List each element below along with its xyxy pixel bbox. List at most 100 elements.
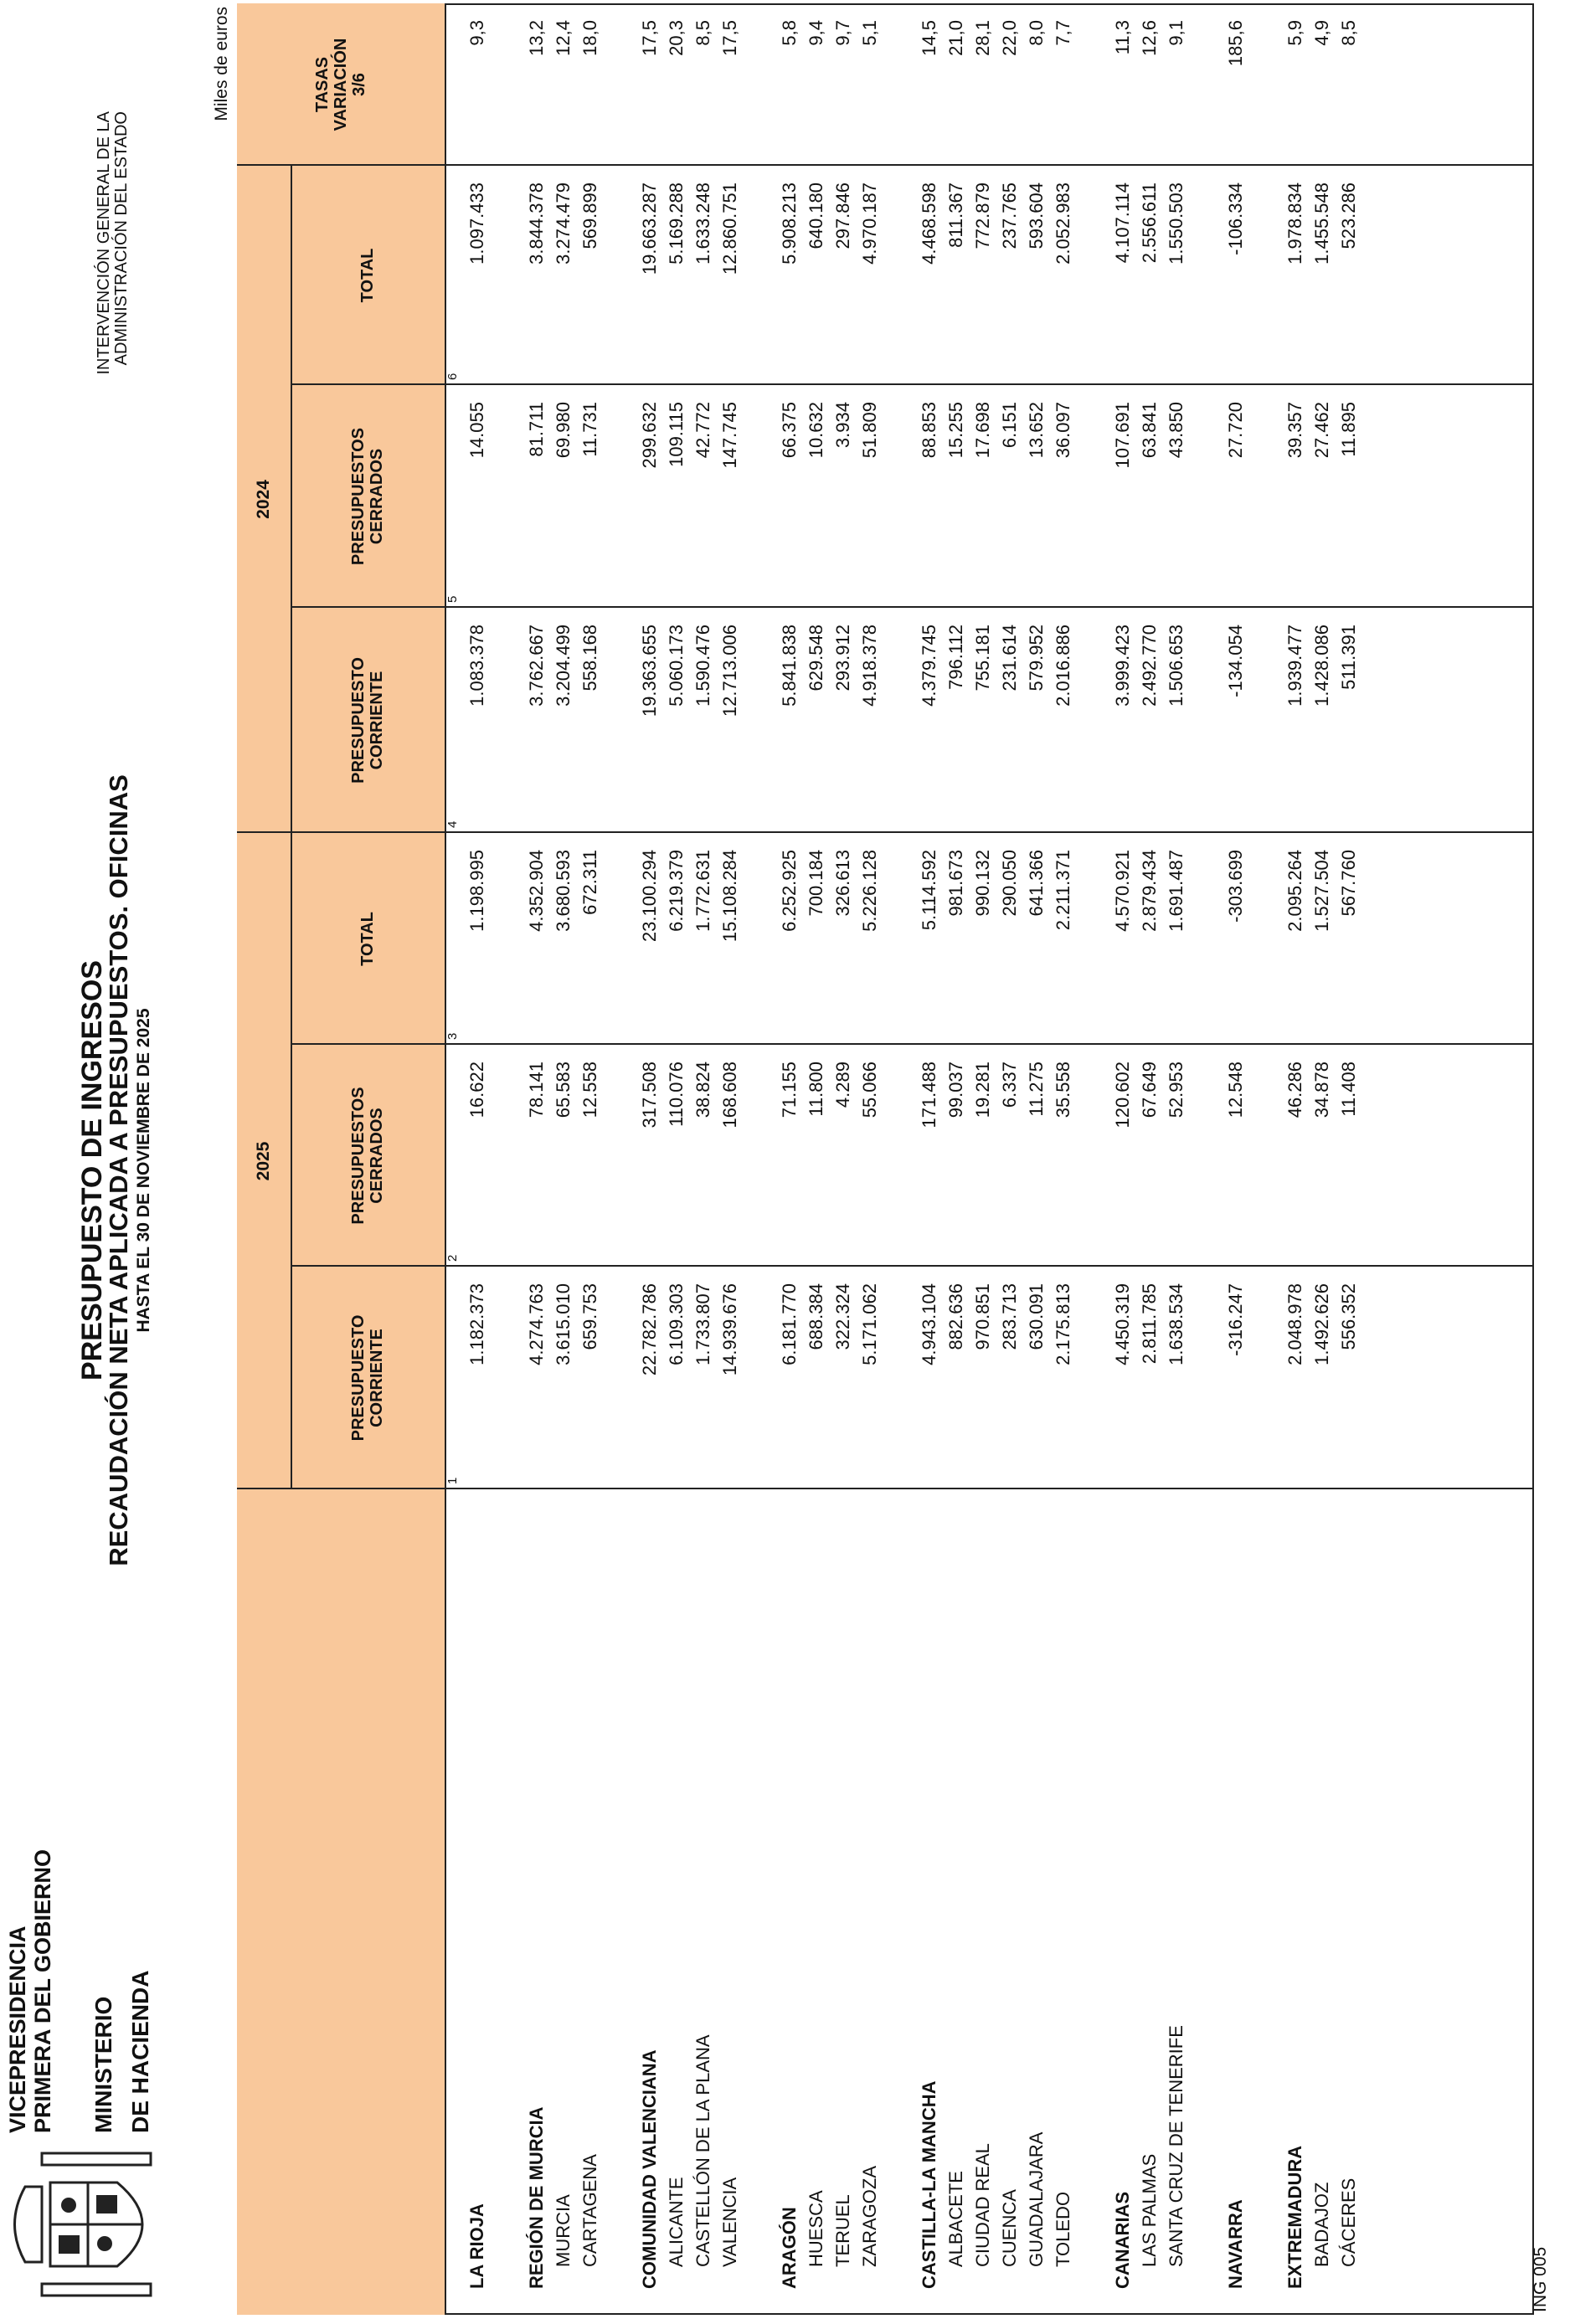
value-cell: 6.109.303	[666, 1283, 687, 1365]
rule	[237, 831, 1534, 833]
value-cell: 2.211.371	[1053, 850, 1073, 931]
value-cell: 71.155	[779, 1062, 800, 1118]
value-cell: 17,5	[639, 20, 660, 56]
value-cell: 19.363.655	[639, 625, 660, 717]
rule	[291, 1265, 1534, 1267]
ministry-line: MINISTERIO	[90, 1996, 116, 2133]
value-cell: 1.939.477	[1284, 625, 1305, 707]
value-cell: 51.809	[859, 402, 880, 459]
rule	[291, 606, 1534, 608]
value-cell: 65.583	[553, 1062, 574, 1118]
value-cell: 5,9	[1284, 20, 1305, 46]
value-cell: 2.879.434	[1139, 850, 1160, 932]
value-cell: 12,6	[1139, 20, 1160, 56]
value-cell: 579.952	[1026, 625, 1047, 692]
value-cell: 882.636	[945, 1283, 966, 1350]
value-cell: 55.066	[859, 1062, 880, 1118]
value-cell: 4.274.763	[526, 1283, 547, 1365]
value-cell: 5.171.062	[859, 1283, 880, 1365]
value-cell: 17.698	[972, 402, 993, 459]
value-cell: 1.638.534	[1166, 1283, 1187, 1365]
group-label: CASTILLA-LA MANCHA	[919, 2080, 939, 2289]
value-cell: 34.878	[1311, 1062, 1332, 1118]
item-label: CIUDAD REAL	[972, 2143, 993, 2267]
item-label: GUADALAJARA	[1026, 2131, 1047, 2267]
value-cell: 99.037	[945, 1062, 966, 1118]
value-cell: 3.762.667	[526, 625, 547, 707]
agency-line: ADMINISTRACIÓN DEL ESTADO	[112, 111, 131, 366]
column-header: TOTAL	[358, 248, 377, 303]
value-cell: 11.800	[806, 1062, 826, 1117]
value-cell: 4.352.904	[526, 850, 547, 932]
value-cell: 558.168	[579, 625, 600, 692]
value-cell: 629.548	[806, 625, 826, 692]
value-cell: 12,4	[553, 20, 574, 56]
value-cell: 2.175.813	[1053, 1283, 1073, 1365]
value-cell: 641.366	[1026, 850, 1047, 917]
value-cell: 6.181.770	[779, 1283, 800, 1365]
value-cell: 2.811.785	[1139, 1283, 1160, 1365]
value-cell: 5.226.128	[859, 850, 880, 932]
value-cell: 630.091	[1026, 1283, 1047, 1350]
value-cell: 700.184	[806, 850, 826, 917]
value-cell: 88.853	[919, 402, 939, 459]
value-cell: 990.132	[972, 850, 993, 917]
value-cell: 5,8	[779, 20, 800, 46]
value-cell: 7,7	[1053, 20, 1073, 46]
item-label: CÁCERES	[1338, 2177, 1359, 2267]
value-cell: 11.895	[1338, 402, 1359, 457]
column-number: 2	[445, 1254, 460, 1262]
value-cell: 120.602	[1112, 1062, 1133, 1129]
column-header: PRESUPUESTOS CERRADOS	[349, 1087, 386, 1225]
value-cell: 109.115	[666, 402, 687, 467]
group-label: REGIÓN DE MURCIA	[526, 2106, 547, 2289]
value-cell: 3.999.423	[1112, 625, 1133, 707]
value-cell: 970.851	[972, 1283, 993, 1350]
value-cell: 8,5	[1338, 20, 1359, 46]
value-cell: 5.841.838	[779, 625, 800, 707]
item-label: HUESCA	[806, 2190, 826, 2267]
value-cell: 3.934	[832, 402, 853, 449]
item-label: ALICANTE	[666, 2177, 687, 2267]
value-cell: 3.615.010	[553, 1283, 574, 1365]
value-cell: 10.632	[806, 402, 826, 459]
value-cell: 38.824	[692, 1062, 713, 1118]
value-cell: 1.506.653	[1166, 625, 1187, 707]
value-cell: 317.508	[639, 1062, 660, 1129]
group-label: ARAGÓN	[779, 2207, 800, 2289]
value-cell: 4.918.378	[859, 625, 880, 707]
value-cell: 27.720	[1225, 402, 1246, 459]
value-cell: 12.548	[1225, 1062, 1246, 1118]
item-label: TERUEL	[832, 2194, 853, 2267]
column-number: 1	[445, 1477, 460, 1484]
value-cell: 2.048.978	[1284, 1283, 1305, 1365]
column-header: PRESUPUESTOS CERRADOS	[349, 427, 386, 566]
column-number: 3	[445, 1032, 460, 1040]
value-cell: 2.095.264	[1284, 850, 1305, 932]
value-cell: 4,9	[1311, 20, 1332, 46]
value-cell: 14.939.676	[719, 1283, 740, 1376]
value-cell: 5,1	[859, 20, 880, 46]
value-cell: 22.782.786	[639, 1283, 660, 1376]
value-cell: 63.841	[1139, 402, 1160, 459]
value-cell: 9,7	[832, 20, 853, 46]
title: PRESUPUESTO DE INGRESOS	[76, 960, 108, 1381]
value-cell: 5.060.173	[666, 625, 687, 707]
value-cell: -134.054	[1225, 625, 1246, 697]
value-cell: 11.731	[579, 402, 600, 457]
item-label: ALBACETE	[945, 2171, 966, 2267]
value-cell: 14,5	[919, 20, 939, 56]
value-cell: 1.590.476	[692, 625, 713, 707]
value-cell: 567.760	[1338, 850, 1359, 917]
value-cell: 16.622	[466, 1062, 487, 1118]
value-cell: 322.324	[832, 1283, 853, 1350]
value-cell: 15.108.284	[719, 850, 740, 943]
coat-of-arms	[13, 2152, 152, 2297]
value-cell: 9,3	[466, 20, 487, 46]
year-header: 2025	[254, 1141, 273, 1181]
year-header: 2024	[254, 480, 273, 519]
value-cell: 688.384	[806, 1283, 826, 1350]
item-label: LAS PALMAS	[1139, 2153, 1160, 2267]
